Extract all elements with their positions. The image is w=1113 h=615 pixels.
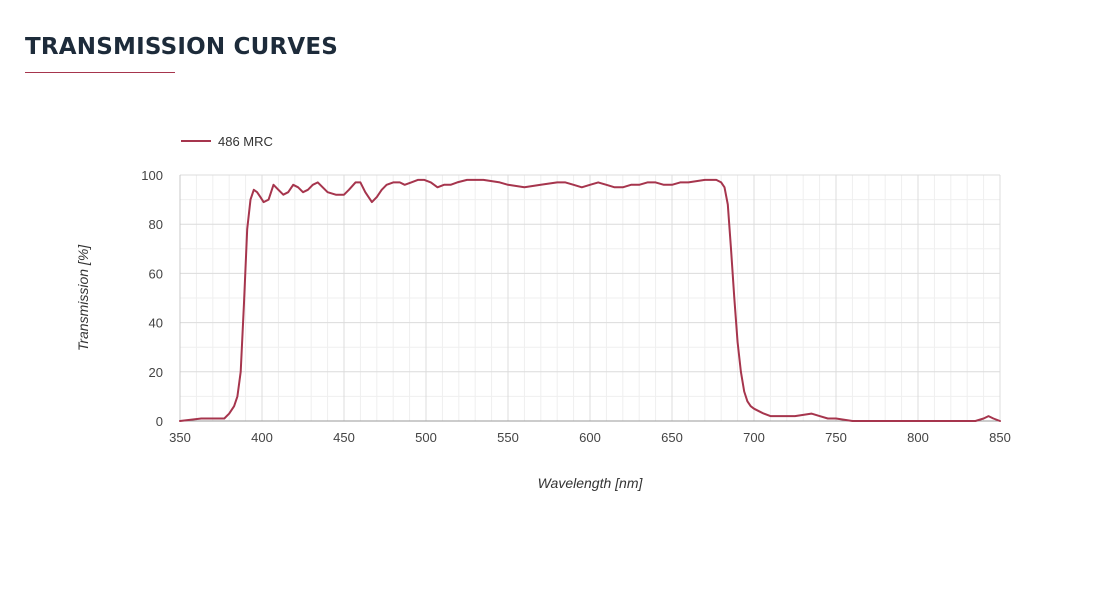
x-tick-label: 400 <box>251 430 273 445</box>
x-tick-label: 700 <box>743 430 765 445</box>
chart-labels: 350 400 450 500 550 600 650 700 750 800 850 0 20 40 60… <box>75 168 1011 491</box>
x-axis-title: Wavelength [nm] <box>538 475 644 491</box>
x-tick-label: 800 <box>907 430 929 445</box>
x-tick-label: 500 <box>415 430 437 445</box>
x-tick-label: 350 <box>169 430 191 445</box>
x-tick-label: 750 <box>825 430 847 445</box>
y-tick-label: 100 <box>141 168 163 183</box>
x-tick-label: 850 <box>989 430 1011 445</box>
y-tick-label: 60 <box>149 266 163 281</box>
y-tick-label: 80 <box>149 217 163 232</box>
x-tick-label: 550 <box>497 430 519 445</box>
series-line <box>179 178 1001 422</box>
y-tick-label: 40 <box>149 316 163 331</box>
x-tick-label: 450 <box>333 430 355 445</box>
chart-legend[interactable]: 486 MRC <box>181 134 273 149</box>
chart-series <box>179 178 1001 422</box>
y-tick-label: 20 <box>149 365 163 380</box>
legend-label[interactable]: 486 MRC <box>218 134 273 149</box>
title-underline <box>25 72 175 73</box>
chart-grid <box>179 174 1001 422</box>
page-title: TRANSMISSION CURVES <box>25 34 339 60</box>
x-tick-label: 650 <box>661 430 683 445</box>
x-tick-label: 600 <box>579 430 601 445</box>
y-tick-label: 0 <box>156 414 163 429</box>
y-axis-title: Transmission [%] <box>75 244 91 351</box>
